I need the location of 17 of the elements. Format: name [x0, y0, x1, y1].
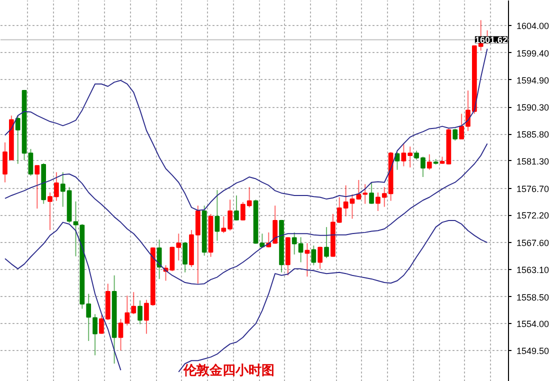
y-tick-label: 1572.20 [516, 210, 550, 221]
line-series [4, 48, 488, 211]
y-tick-label: 1554.00 [516, 319, 550, 330]
y-tick-label: 1563.10 [516, 264, 550, 275]
ref-line-label: 1601.62 [474, 35, 508, 46]
text: 伦敦金四小时图 [182, 362, 274, 378]
y-tick-label: 1576.70 [516, 184, 550, 194]
y-tick-label: 1585.80 [516, 130, 550, 140]
y-tick-label: 1590.30 [516, 102, 550, 113]
y-tick-label: 1549.50 [516, 346, 550, 356]
y-tick-label: 1558.50 [516, 292, 550, 302]
y-tick-label: 1567.60 [516, 238, 550, 248]
y-tick-label: 1581.30 [516, 156, 550, 166]
y-tick-label: 1604.00 [516, 21, 550, 32]
y-tick-label: 1599.40 [516, 48, 550, 58]
line-series [4, 143, 488, 285]
y-tick-label: 1594.90 [516, 75, 550, 86]
